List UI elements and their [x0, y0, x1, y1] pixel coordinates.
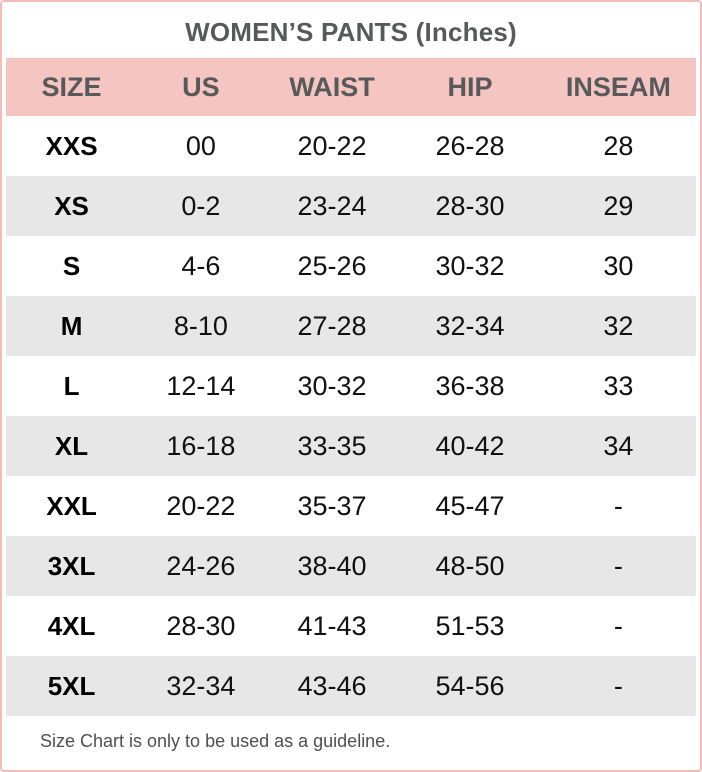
cell-us: 0-2: [181, 190, 221, 221]
cell-waist: 27-28: [297, 310, 367, 341]
chart-title: WOMEN’S PANTS (Inches): [185, 16, 517, 47]
table-row: XS 0-2 23-24 28-30 29: [6, 176, 696, 236]
column-header-waist: WAIST: [289, 71, 375, 102]
cell-inseam: 34: [603, 430, 634, 461]
cell-inseam: 28: [603, 130, 634, 161]
guideline-note: Size Chart is only to be used as a guide…: [40, 730, 391, 751]
cell-hip: 54-56: [435, 670, 505, 701]
cell-hip: 36-38: [435, 370, 505, 401]
cell-inseam: -: [613, 670, 623, 701]
cell-hip: 40-42: [435, 430, 505, 461]
cell-us: 8-10: [173, 310, 228, 341]
cell-waist: 30-32: [297, 370, 367, 401]
cell-waist: 43-46: [297, 670, 367, 701]
cell-inseam: 32: [603, 310, 634, 341]
cell-hip: 48-50: [435, 550, 505, 581]
table-row: 5XL 32-34 43-46 54-56 -: [6, 656, 696, 716]
table-row: XXL 20-22 35-37 45-47 -: [6, 476, 696, 536]
cell-inseam: -: [613, 490, 623, 521]
table-row: L 12-14 30-32 36-38 33: [6, 356, 696, 416]
column-header-size: SIZE: [41, 71, 102, 102]
cell-us: 4-6: [181, 250, 221, 281]
cell-hip: 45-47: [435, 490, 505, 521]
column-header-inseam: INSEAM: [565, 71, 671, 102]
cell-waist: 38-40: [297, 550, 367, 581]
cell-hip: 28-30: [435, 190, 505, 221]
cell-hip: 30-32: [435, 250, 505, 281]
table-row: 3XL 24-26 38-40 48-50 -: [6, 536, 696, 596]
cell-us: 20-22: [166, 490, 236, 521]
cell-hip: 26-28: [435, 130, 505, 161]
table-row: XXS 00 20-22 26-28 28: [6, 116, 696, 176]
table-row: M 8-10 27-28 32-34 32: [6, 296, 696, 356]
cell-size: S: [62, 250, 81, 281]
cell-us: 12-14: [166, 370, 236, 401]
column-header-hip: HIP: [447, 71, 493, 102]
cell-size: 4XL: [47, 610, 96, 641]
table-row: 4XL 28-30 41-43 51-53 -: [6, 596, 696, 656]
table-row: XL 16-18 33-35 40-42 34: [6, 416, 696, 476]
cell-inseam: -: [613, 550, 623, 581]
cell-size: XXS: [45, 130, 98, 161]
cell-inseam: -: [613, 610, 623, 641]
cell-hip: 51-53: [435, 610, 505, 641]
cell-size: 3XL: [47, 550, 96, 581]
cell-waist: 25-26: [297, 250, 367, 281]
cell-inseam: 29: [603, 190, 634, 221]
cell-inseam: 33: [603, 370, 634, 401]
size-table-body: XXS 00 20-22 26-28 28 XS 0-2 23-24 28-30 29 S 4-6 25…: [6, 116, 696, 716]
cell-size: L: [63, 370, 80, 401]
cell-inseam: 30: [603, 250, 634, 281]
cell-waist: 41-43: [297, 610, 367, 641]
size-table-header: SIZE US WAIST HIP INSEAM: [6, 58, 696, 116]
size-table: SIZE US WAIST HIP INSEAM XXS 00 20-22 26-28…: [6, 58, 696, 716]
cell-size: XXL: [46, 490, 97, 521]
cell-us: 16-18: [166, 430, 236, 461]
cell-us: 24-26: [166, 550, 236, 581]
cell-size: 5XL: [47, 670, 96, 701]
cell-waist: 35-37: [297, 490, 367, 521]
cell-waist: 20-22: [297, 130, 367, 161]
header-row: SIZE US WAIST HIP INSEAM: [6, 58, 696, 116]
cell-us: 00: [185, 130, 216, 161]
cell-waist: 23-24: [297, 190, 367, 221]
cell-size: XS: [54, 190, 89, 221]
cell-size: M: [60, 310, 83, 341]
cell-size: XL: [54, 430, 89, 461]
cell-hip: 32-34: [435, 310, 505, 341]
cell-us: 28-30: [166, 610, 236, 641]
cell-us: 32-34: [166, 670, 236, 701]
column-header-us: US: [182, 71, 220, 102]
table-row: S 4-6 25-26 30-32 30: [6, 236, 696, 296]
cell-waist: 33-35: [297, 430, 367, 461]
